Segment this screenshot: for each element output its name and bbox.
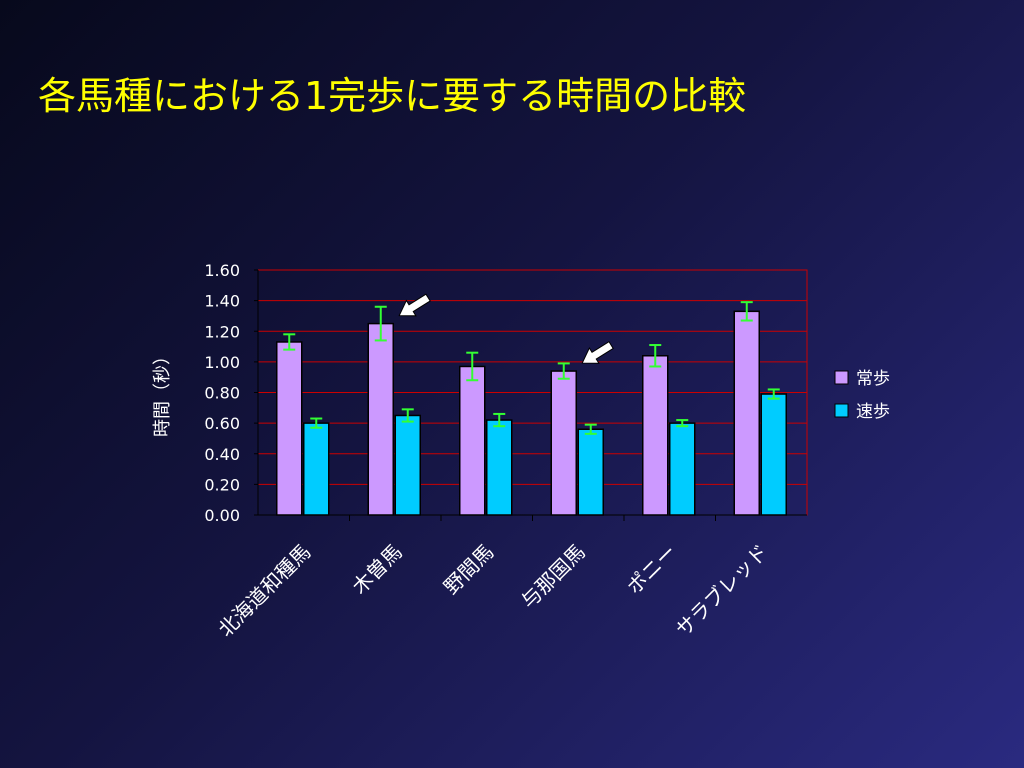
y-tick-label: 1.40 xyxy=(204,292,240,311)
y-tick-label: 1.20 xyxy=(204,322,240,341)
y-tick-label: 1.60 xyxy=(204,261,240,280)
bar-series-1 xyxy=(642,355,669,516)
y-axis-label: 時間（秒） xyxy=(152,347,173,437)
legend-label: 速歩 xyxy=(856,402,890,422)
gridlines xyxy=(258,269,807,516)
y-tick-label: 0.80 xyxy=(204,384,240,403)
bar-series-1 xyxy=(733,310,760,516)
bar-series-1 xyxy=(367,322,394,516)
bar-series-2 xyxy=(486,419,513,516)
x-tick-label: ポニー xyxy=(622,540,681,599)
bars xyxy=(276,301,787,516)
bar-series-2 xyxy=(303,422,330,516)
x-tick-label: 野間馬 xyxy=(439,540,498,599)
bar-series-2 xyxy=(577,428,604,516)
x-tick-label: サラブレッド xyxy=(671,540,773,642)
bar-series-1 xyxy=(276,341,303,516)
x-tick-label: 与那国馬 xyxy=(516,540,590,614)
y-tick-label: 0.40 xyxy=(204,445,240,464)
annotation-arrow xyxy=(398,293,431,317)
bar-series-2 xyxy=(394,414,421,516)
y-tick-label: 0.00 xyxy=(204,506,240,525)
y-tick-label: 0.60 xyxy=(204,414,240,433)
bar-series-1 xyxy=(459,365,486,516)
bar-series-2 xyxy=(760,393,787,516)
legend-swatch xyxy=(834,370,849,385)
bar-series-1 xyxy=(550,370,577,516)
slide-title: 各馬種における1完歩に要する時間の比較 xyxy=(38,74,747,118)
axes xyxy=(254,269,808,521)
x-tick-label: 北海道和種馬 xyxy=(213,540,315,642)
y-tick-label: 1.00 xyxy=(204,353,240,372)
legend-label: 常歩 xyxy=(856,369,890,389)
legend-swatch xyxy=(834,403,849,418)
x-tick-label: 木曽馬 xyxy=(347,540,406,599)
y-tick-label: 0.20 xyxy=(204,475,240,494)
bar-series-2 xyxy=(669,422,696,516)
annotations xyxy=(398,293,614,364)
annotation-arrow xyxy=(581,340,614,364)
